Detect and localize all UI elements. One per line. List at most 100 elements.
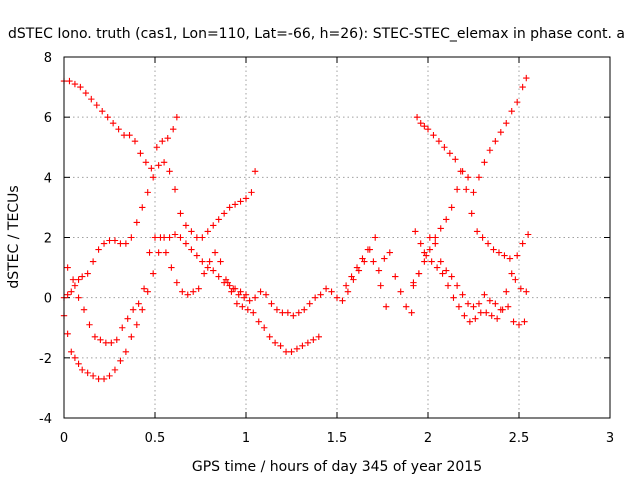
data-point-s1-14 bbox=[128, 234, 135, 241]
data-point-s9-4 bbox=[432, 240, 439, 247]
data-point-s3-8 bbox=[108, 339, 115, 346]
data-point-s1-5 bbox=[79, 273, 86, 280]
data-point-s4-3 bbox=[240, 294, 248, 301]
data-point-s1-27 bbox=[199, 234, 206, 241]
data-point-s4-18 bbox=[322, 285, 330, 292]
data-point-s6-8 bbox=[452, 156, 459, 163]
data-point-s1-23 bbox=[177, 210, 184, 217]
data-point-s1-1 bbox=[64, 291, 71, 298]
data-point-s9-8 bbox=[453, 282, 461, 289]
data-point-s1-17 bbox=[144, 189, 151, 196]
data-point-s7-16 bbox=[497, 129, 504, 136]
data-point-s0-16 bbox=[148, 165, 155, 172]
data-point-s8-12 bbox=[477, 309, 484, 316]
data-point-s4-15 bbox=[306, 300, 313, 307]
data-point-s8-4 bbox=[433, 264, 441, 271]
data-point-s8-10 bbox=[466, 318, 474, 325]
data-point-s2-15 bbox=[133, 321, 140, 328]
data-point-s7-21 bbox=[523, 74, 530, 82]
data-point-s4-28 bbox=[377, 282, 384, 289]
data-point-s0-20 bbox=[170, 126, 177, 133]
data-point-s4-1 bbox=[230, 285, 237, 292]
data-point-s3-6 bbox=[97, 336, 104, 343]
data-point-s4-20 bbox=[333, 294, 341, 301]
x-tick-label: 1.5 bbox=[327, 431, 348, 446]
data-point-s2-6 bbox=[84, 369, 91, 377]
data-point-s7-4 bbox=[432, 234, 439, 241]
data-point-s9-14 bbox=[486, 297, 494, 304]
data-point-s2-5 bbox=[79, 366, 86, 374]
data-point-s4-9 bbox=[273, 306, 281, 313]
data-point-s2-18 bbox=[149, 270, 157, 277]
data-point-s2-27 bbox=[199, 258, 206, 265]
data-point-s3-39 bbox=[277, 342, 284, 349]
data-point-s2-8 bbox=[95, 375, 102, 383]
data-point-s3-10 bbox=[119, 324, 126, 331]
data-point-s3-2 bbox=[75, 294, 82, 301]
data-point-s4-4 bbox=[246, 297, 253, 304]
data-point-s2-29 bbox=[210, 267, 217, 274]
data-point-s9-12 bbox=[475, 300, 483, 307]
data-point-s4-2 bbox=[235, 291, 242, 298]
data-point-s2-22 bbox=[171, 231, 179, 238]
data-point-s6-12 bbox=[473, 228, 481, 235]
data-point-s6-19 bbox=[512, 276, 519, 283]
data-point-s2-11 bbox=[111, 366, 119, 374]
data-point-s3-45 bbox=[310, 336, 317, 343]
data-point-s8-3 bbox=[428, 258, 435, 265]
data-point-s4-17 bbox=[317, 291, 324, 298]
data-point-s3-26 bbox=[206, 258, 213, 265]
axis-ticks: 0 0.5 1 1.5 2 2.5 3 -4 -2 0 2 4 6 8 bbox=[39, 51, 614, 446]
data-point-s5-3 bbox=[359, 255, 366, 262]
data-point-s4-12 bbox=[290, 312, 297, 319]
data-point-s3-9 bbox=[113, 336, 120, 343]
data-point-s1-12 bbox=[117, 240, 124, 247]
data-point-s6-4 bbox=[430, 132, 437, 139]
data-point-s2-26 bbox=[193, 252, 201, 259]
data-point-s0-18 bbox=[159, 138, 166, 145]
data-point-s0-9 bbox=[109, 119, 117, 127]
data-point-s4-11 bbox=[284, 309, 292, 316]
data-point-s8-1 bbox=[417, 240, 424, 247]
data-point-s3-11 bbox=[124, 315, 131, 322]
y-tick-label: 0 bbox=[44, 292, 52, 307]
data-point-s6-21 bbox=[523, 288, 530, 295]
data-point-s1-10 bbox=[106, 237, 113, 244]
data-point-s1-18 bbox=[149, 174, 157, 181]
data-point-s8-6 bbox=[444, 282, 452, 289]
data-point-s1-2 bbox=[68, 288, 75, 295]
data-point-s3-4 bbox=[86, 321, 93, 328]
data-point-s7-17 bbox=[503, 119, 510, 127]
data-point-s3-3 bbox=[80, 306, 88, 313]
data-point-s0-19 bbox=[164, 135, 171, 142]
data-point-s1-9 bbox=[100, 240, 108, 247]
data-point-s2-16 bbox=[139, 306, 146, 313]
data-point-s8-7 bbox=[450, 294, 457, 301]
data-point-s8-5 bbox=[439, 270, 446, 277]
data-point-s9-17 bbox=[503, 288, 510, 295]
data-point-s9-19 bbox=[513, 252, 521, 259]
data-point-s0-3 bbox=[77, 83, 84, 91]
data-point-s4-16 bbox=[311, 294, 319, 301]
data-point-s3-22 bbox=[184, 291, 191, 298]
data-point-s7-2 bbox=[421, 258, 428, 265]
data-point-s0-2 bbox=[71, 80, 79, 88]
data-point-s8-8 bbox=[455, 303, 463, 310]
data-point-s1-35 bbox=[242, 195, 250, 202]
data-point-s5-6 bbox=[375, 267, 383, 274]
data-point-s2-9 bbox=[100, 375, 108, 383]
data-point-s1-37 bbox=[251, 168, 259, 175]
data-point-s9-0 bbox=[410, 282, 417, 289]
data-point-s7-5 bbox=[437, 225, 444, 232]
data-point-s6-1 bbox=[417, 119, 424, 127]
data-point-s5-9 bbox=[392, 273, 399, 280]
data-point-s3-37 bbox=[266, 333, 273, 340]
data-point-s3-35 bbox=[255, 318, 262, 325]
y-tick-label: -2 bbox=[39, 352, 52, 367]
data-point-s5-8 bbox=[386, 249, 393, 256]
data-point-s1-4 bbox=[75, 276, 82, 283]
data-point-s6-6 bbox=[441, 144, 448, 151]
data-point-s5-11 bbox=[402, 303, 410, 310]
data-point-s0-10 bbox=[115, 126, 122, 133]
